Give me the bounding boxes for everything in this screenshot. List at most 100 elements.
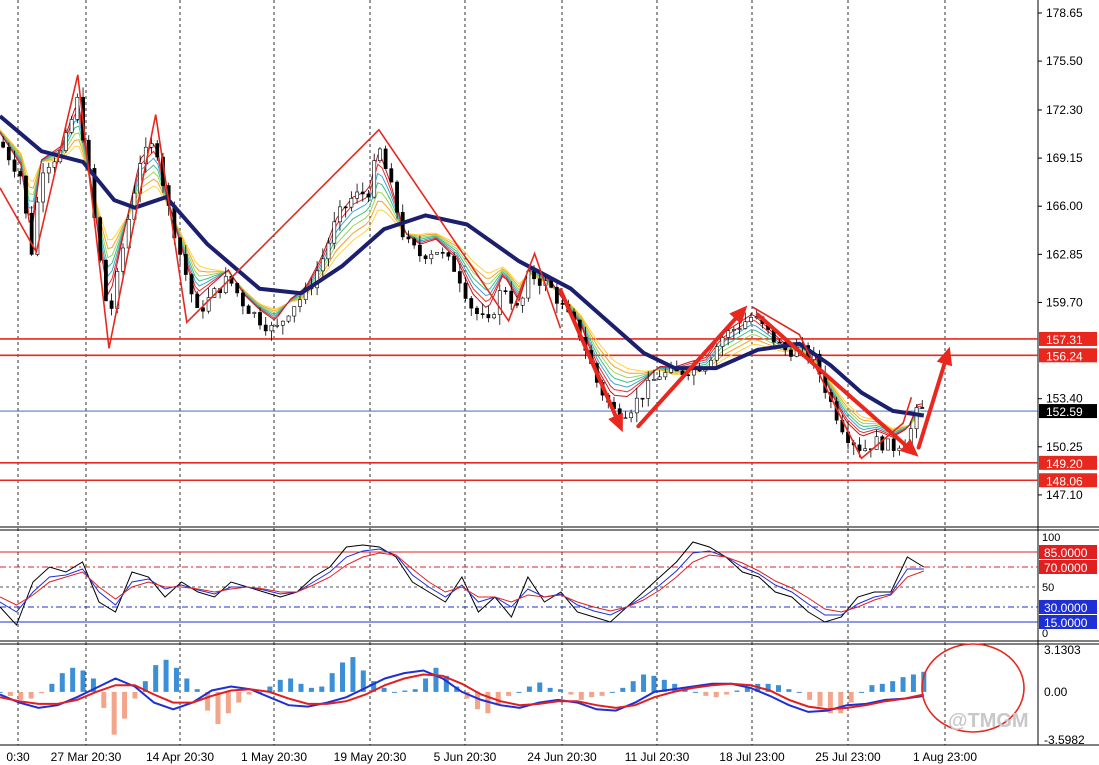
- price-tick-label: 150.25: [1046, 440, 1083, 454]
- trend-arrows: [558, 288, 953, 457]
- panel-frames: [0, 0, 1099, 746]
- macd-histogram-bar: [277, 679, 283, 692]
- bull-candle: [121, 247, 125, 272]
- macd-histogram-bar: [744, 687, 750, 692]
- macd-histogram-bar: [879, 683, 885, 692]
- bear-candle: [423, 255, 428, 260]
- bear-candle: [6, 146, 11, 161]
- macd-histogram-bar: [371, 681, 377, 692]
- bull-candle: [714, 346, 719, 361]
- price-tick-label: 169.15: [1046, 151, 1083, 165]
- level-label: 156.24: [1046, 349, 1083, 363]
- macd-histogram-bar: [194, 689, 200, 692]
- macd-histogram-bar: [59, 673, 65, 692]
- macd-histogram-bar: [329, 673, 335, 692]
- arrow-head: [729, 305, 748, 325]
- ribbon-band-line: [0, 130, 922, 432]
- macd-histogram-bar: [506, 691, 512, 696]
- stochastic-level-bg: [1039, 600, 1097, 614]
- bear-candle: [446, 252, 451, 257]
- vertical-gridlines: [17, 0, 946, 745]
- bull-candle: [526, 270, 531, 299]
- bull-candle: [435, 252, 439, 255]
- stochastic-tick-label: 50: [1042, 582, 1054, 594]
- macd-histogram-bar: [474, 691, 480, 710]
- bull-candle: [338, 206, 342, 223]
- bull-candle: [372, 160, 377, 198]
- stochastic-line-s: [0, 552, 924, 613]
- price-level-lines: 157.31 156.24 149.20 148.06 152.59: [0, 331, 1097, 488]
- zigzag-annotation: [0, 74, 913, 460]
- bear-candle: [195, 293, 200, 308]
- macd-histogram-bar: [423, 678, 429, 692]
- bear-candle: [155, 143, 160, 158]
- bear-candle: [383, 148, 388, 169]
- bull-candle: [286, 315, 291, 322]
- bear-candle: [469, 298, 474, 309]
- bull-candle: [298, 299, 302, 307]
- macd-histogram-bar: [340, 662, 346, 692]
- bear-candle: [440, 252, 445, 254]
- price-tick-label: 166.00: [1046, 199, 1083, 213]
- ema-slow-path: [0, 114, 925, 418]
- macd-histogram-bar: [122, 691, 128, 719]
- bull-candle: [35, 201, 40, 255]
- macd-macd_line: [0, 669, 924, 713]
- arrow-shaft: [916, 361, 947, 450]
- bear-candle: [235, 282, 240, 294]
- bull-candle: [657, 376, 662, 380]
- bull-candle: [269, 325, 274, 332]
- ema-slow-line: [0, 114, 925, 418]
- macd-histogram-bar: [18, 691, 24, 700]
- bear-candle: [109, 300, 114, 309]
- macd-tick-label: 0.00: [1044, 685, 1068, 699]
- bear-candle: [246, 305, 251, 314]
- macd-histogram-bar: [776, 685, 781, 692]
- bear-candle: [463, 282, 468, 299]
- bull-candle: [720, 337, 725, 347]
- level-label: 148.06: [1046, 474, 1083, 488]
- macd-histogram-bar: [391, 691, 397, 693]
- bull-candle: [646, 379, 651, 399]
- macd-histogram-bar: [49, 683, 55, 692]
- bull-candle: [749, 317, 753, 323]
- macd-histogram-bar: [350, 657, 356, 692]
- bull-candle: [206, 297, 211, 312]
- macd-histogram-bar: [578, 691, 584, 700]
- bear-candle: [891, 438, 896, 451]
- bull-candle: [355, 191, 359, 199]
- bear-candle: [457, 271, 462, 284]
- bull-candle: [623, 417, 628, 420]
- bull-candle: [280, 320, 285, 326]
- macd-histogram-bar: [246, 691, 252, 695]
- level-label: 157.31: [1046, 333, 1083, 347]
- macd-histogram-bar: [661, 679, 667, 692]
- macd-histogram-bar: [412, 689, 418, 692]
- macd-histogram-bar: [101, 691, 107, 708]
- time-tick-label: 0:30: [6, 750, 30, 764]
- macd-histogram-bar: [173, 667, 179, 692]
- bull-candle: [378, 148, 382, 161]
- price-tick-label: 162.85: [1046, 247, 1083, 261]
- bear-candle: [480, 313, 485, 316]
- bear-candle: [201, 307, 205, 312]
- bear-candle: [549, 280, 554, 288]
- bear-candle: [920, 407, 925, 409]
- time-axis: 0:30 27 Mar 20:30 14 Apr 20:30 1 May 20:30 1…: [6, 750, 977, 764]
- macd-histogram-bar: [153, 665, 159, 692]
- time-tick-label: 1 Aug 23:00: [913, 750, 977, 764]
- macd-histogram-bar: [838, 691, 844, 714]
- macd-histogram-bar: [319, 686, 325, 692]
- macd-tick-label: -3.5982: [1044, 733, 1085, 747]
- bull-candle: [75, 96, 80, 120]
- macd-histogram-bar: [0, 691, 3, 693]
- macd-histogram-bar: [381, 687, 387, 692]
- bear-candle: [640, 397, 645, 400]
- bull-candle: [497, 290, 502, 315]
- bear-candle: [178, 237, 182, 255]
- bear-candle: [258, 312, 262, 326]
- macd-histogram-bar: [80, 670, 86, 692]
- time-tick-label: 27 Mar 20:30: [51, 750, 122, 764]
- bear-candle: [240, 292, 245, 307]
